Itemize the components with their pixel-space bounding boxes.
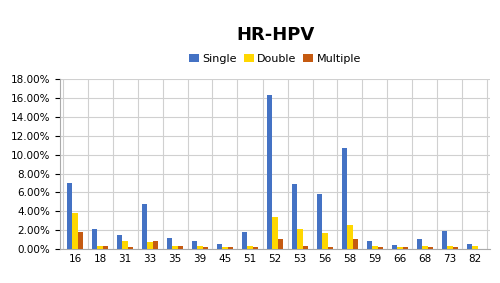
Bar [67,183,72,249]
Bar [403,247,408,249]
Bar [422,246,428,249]
Bar [392,245,397,249]
Bar [328,247,333,249]
Bar [122,241,128,249]
Bar [278,239,283,249]
Bar [342,148,347,249]
Bar [297,229,303,249]
Bar [216,244,222,249]
Bar [347,226,353,249]
Bar [428,247,433,249]
Bar [97,246,103,249]
Bar [142,204,147,249]
Bar [442,231,447,249]
Bar [247,246,252,249]
Bar [228,247,233,249]
Bar [322,233,328,249]
Bar [153,241,158,249]
Bar [317,194,322,249]
Bar [192,241,197,249]
Bar [378,247,384,249]
Bar [466,244,472,249]
Bar [147,243,153,249]
Bar [447,246,452,249]
Bar [197,246,203,249]
Bar [292,184,297,249]
Bar [416,239,422,249]
Bar [303,246,308,249]
Bar [117,235,122,249]
Bar [92,229,97,249]
Bar [267,95,272,249]
Bar [353,239,358,249]
Bar [203,247,208,249]
Bar [397,247,402,249]
Bar [167,238,172,249]
Bar [366,241,372,249]
Bar [78,232,83,249]
Bar [178,246,183,249]
Bar [72,213,78,249]
Bar [128,247,133,249]
Bar [472,246,478,249]
Legend: Single, Double, Multiple: Single, Double, Multiple [189,54,361,64]
Bar [272,217,278,249]
Bar [252,247,258,249]
Title: HR-HPV: HR-HPV [236,26,314,44]
Bar [372,246,378,249]
Bar [242,232,247,249]
Bar [172,246,178,249]
Bar [103,246,108,249]
Bar [222,247,228,249]
Bar [453,247,458,249]
